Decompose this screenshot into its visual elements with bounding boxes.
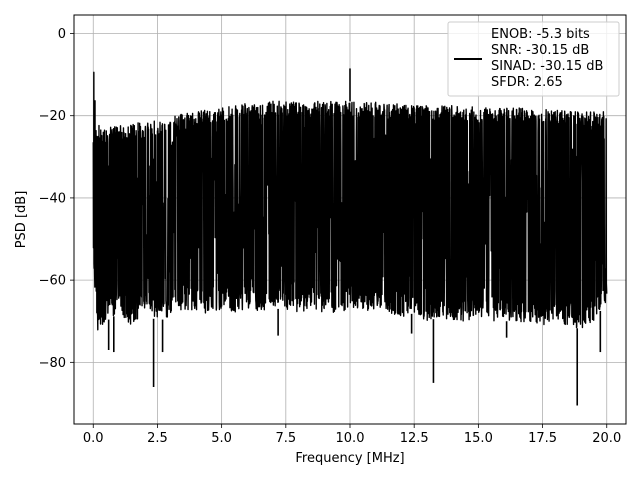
y-tick-label: −20: [39, 109, 66, 124]
y-tick-label: 0: [58, 27, 66, 42]
y-axis-label: PSD [dB]: [14, 191, 29, 249]
x-tick-label: 12.5: [400, 431, 429, 446]
y-axis-ticks: 0 −20 −40 −60 −80: [39, 27, 74, 371]
legend: ENOB: -5.3 bits SNR: -30.15 dB SINAD: -3…: [447, 21, 620, 97]
legend-box: [447, 21, 620, 97]
x-tick-label: 10.0: [336, 431, 365, 446]
x-tick-label: 2.5: [147, 431, 168, 446]
y-tick-label: −80: [39, 356, 66, 371]
x-tick-label: 7.5: [275, 431, 296, 446]
legend-snr: SNR: -30.15 dB: [491, 43, 589, 58]
plot-area: [92, 68, 608, 406]
y-tick-label: −60: [39, 274, 66, 289]
psd-trace: [92, 71, 608, 331]
x-axis-label: Frequency [MHz]: [295, 451, 404, 466]
x-tick-label: 17.5: [528, 431, 557, 446]
y-tick-label: −40: [39, 191, 66, 206]
x-tick-label: 20.0: [592, 431, 621, 446]
legend-enob: ENOB: -5.3 bits: [491, 27, 590, 42]
legend-sinad: SINAD: -30.15 dB: [491, 59, 603, 74]
x-tick-label: 5.0: [211, 431, 232, 446]
x-tick-label: 0.0: [83, 431, 104, 446]
legend-sfdr: SFDR: 2.65: [491, 75, 563, 90]
x-tick-label: 15.0: [464, 431, 493, 446]
x-axis-ticks: 0.0 2.5 5.0 7.5 10.0 12.5 15.0 17.5 20.0: [83, 424, 621, 446]
